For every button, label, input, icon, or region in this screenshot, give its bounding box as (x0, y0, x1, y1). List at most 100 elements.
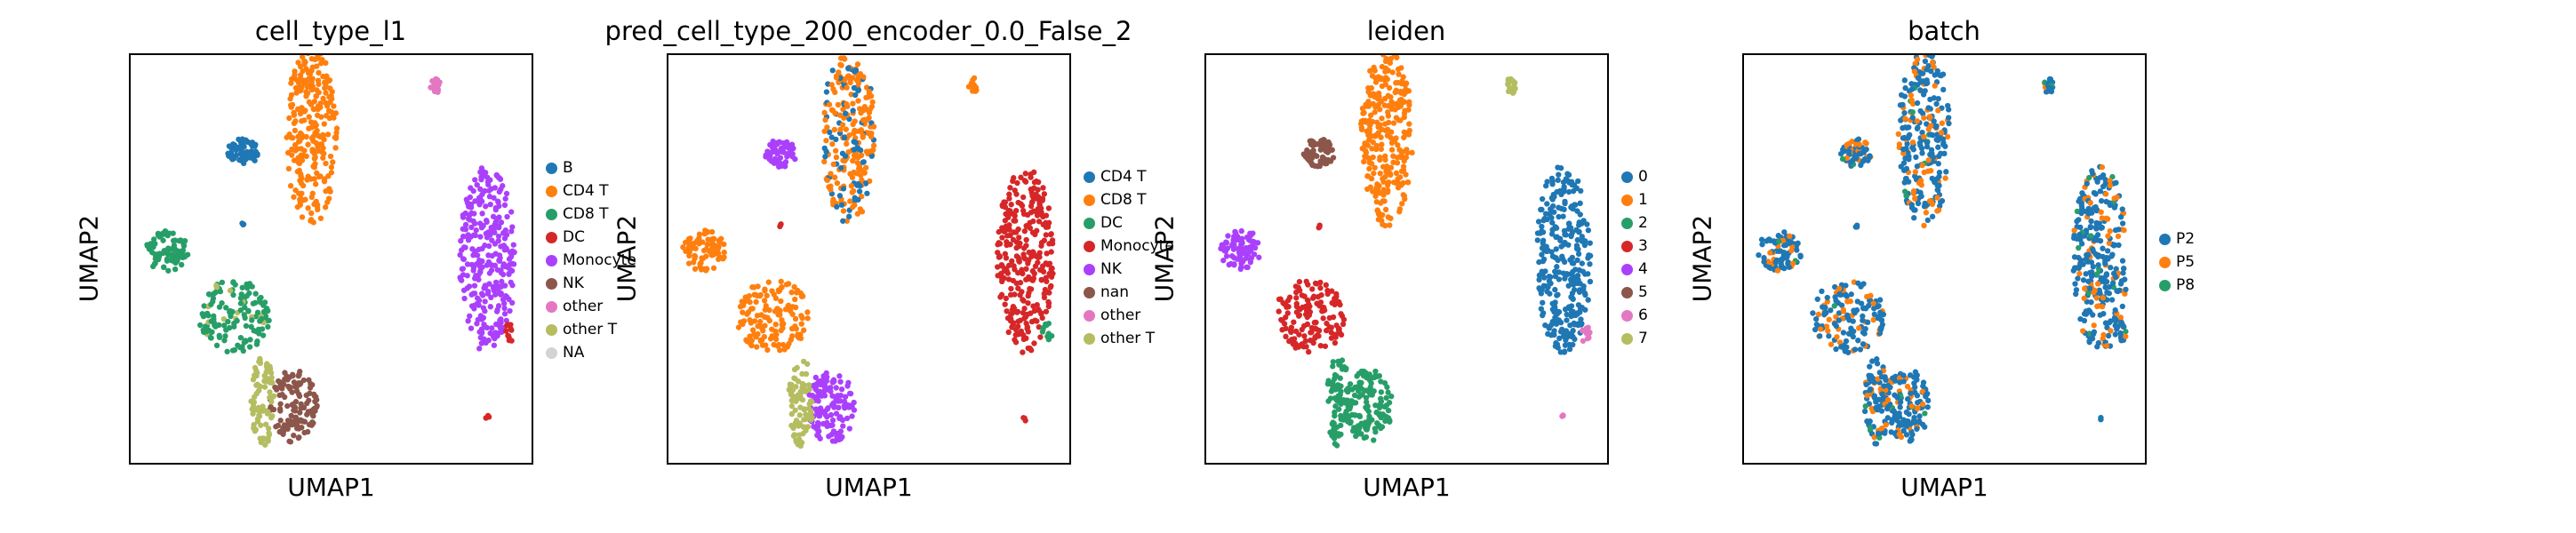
scatter-point (2086, 285, 2093, 291)
scatter-point (851, 399, 857, 406)
scatter-point (1295, 284, 1302, 290)
scatter-point (797, 404, 804, 410)
scatter-point (1556, 276, 1563, 282)
scatter-point (1371, 170, 1377, 177)
scatter-point (1367, 392, 1373, 398)
scatter-point (1393, 135, 1399, 141)
scatter-point (1786, 264, 1793, 270)
scatter-point (260, 308, 268, 315)
legend-marker (546, 185, 557, 197)
scatter-point (1932, 123, 1940, 131)
scatter-point (1362, 119, 1369, 125)
scatter-point (1935, 95, 1941, 102)
scatter-point (1381, 198, 1388, 204)
scatter-point (803, 370, 810, 378)
scatter-point (303, 93, 309, 99)
scatter-point (327, 188, 333, 195)
scatter-point (296, 434, 302, 441)
x-axis-label: UMAP1 (1363, 473, 1451, 502)
scatter-point (252, 299, 259, 306)
scatter-point (287, 95, 293, 102)
scatter-point (1005, 262, 1012, 269)
scatter-point (1869, 358, 1876, 364)
scatter-point (483, 203, 489, 210)
scatter-point (1312, 334, 1318, 340)
scatter-point (685, 244, 692, 251)
scatter-point (1860, 317, 1866, 323)
scatter-point (479, 211, 485, 217)
scatter-point (1881, 383, 1887, 389)
scatter-point (2076, 244, 2082, 251)
scatter-point (325, 173, 332, 179)
scatter-point (860, 159, 867, 165)
scatter-point (801, 424, 808, 430)
scatter-point (290, 135, 296, 141)
scatter-point (2090, 312, 2096, 318)
scatter-point (276, 392, 283, 399)
scatter-point (480, 292, 486, 298)
scatter-point (821, 158, 828, 165)
scatter-point (1536, 272, 1543, 279)
scatter-point (1940, 86, 1947, 93)
scatter-point (1306, 348, 1312, 355)
scatter-point (1832, 294, 1838, 300)
scatter-point (209, 329, 215, 335)
scatter-point (829, 417, 836, 424)
scatter-point (1569, 333, 1575, 340)
scatter-point (753, 298, 759, 306)
scatter-point (299, 214, 306, 220)
scatter-point (311, 405, 317, 412)
scatter-point (1028, 203, 1035, 210)
scatter-point (840, 423, 846, 429)
scatter-point (2073, 287, 2080, 293)
scatter-point (1562, 275, 1568, 282)
scatter-point (1329, 147, 1335, 153)
scatter-point (1582, 291, 1588, 298)
scatter-point (458, 276, 464, 282)
scatter-point (1385, 92, 1391, 99)
scatter-point (835, 101, 842, 108)
scatter-point (460, 256, 467, 262)
scatter-point (862, 180, 869, 187)
scatter-point (509, 260, 516, 266)
scatter-point (1316, 222, 1323, 228)
scatter-point (1509, 90, 1516, 96)
scatter-point (2108, 318, 2114, 324)
scatter-point (1286, 294, 1293, 300)
scatter-point (2104, 216, 2110, 222)
scatter-point (1549, 227, 1556, 233)
scatter-point (828, 183, 834, 189)
scatter-point (1870, 300, 1876, 306)
scatter-point (477, 234, 484, 240)
scatter-point (1584, 221, 1590, 227)
scatter-point (1912, 207, 1918, 213)
scatter-point (2100, 295, 2106, 301)
scatter-point (1324, 149, 1331, 155)
scatter-point (846, 213, 852, 219)
scatter-point (262, 442, 268, 448)
scatter-point (205, 313, 212, 319)
scatter-point (1004, 267, 1010, 274)
scatter-point (316, 69, 322, 76)
scatter-point (2078, 241, 2085, 247)
scatter-point (2094, 281, 2101, 287)
scatter-point (1926, 198, 1933, 204)
scatter-point (831, 402, 837, 410)
scatter-point (2118, 278, 2125, 284)
scatter-point (1909, 431, 1916, 438)
scatter-point (2103, 198, 2109, 205)
scatter-point (1399, 77, 1405, 84)
scatter-point (1020, 336, 1027, 343)
scatter-point (796, 333, 802, 339)
scatter-point (1924, 404, 1931, 410)
scatter-point (788, 410, 796, 418)
scatter-point (309, 84, 316, 90)
scatter-point (289, 101, 296, 108)
legend-label: other (563, 298, 604, 315)
scatter-point (1309, 295, 1316, 301)
scatter-point (469, 246, 476, 252)
scatter-point (2098, 209, 2104, 215)
scatter-point (829, 378, 836, 385)
scatter-point (1391, 179, 1397, 186)
scatter-point (1848, 291, 1854, 298)
